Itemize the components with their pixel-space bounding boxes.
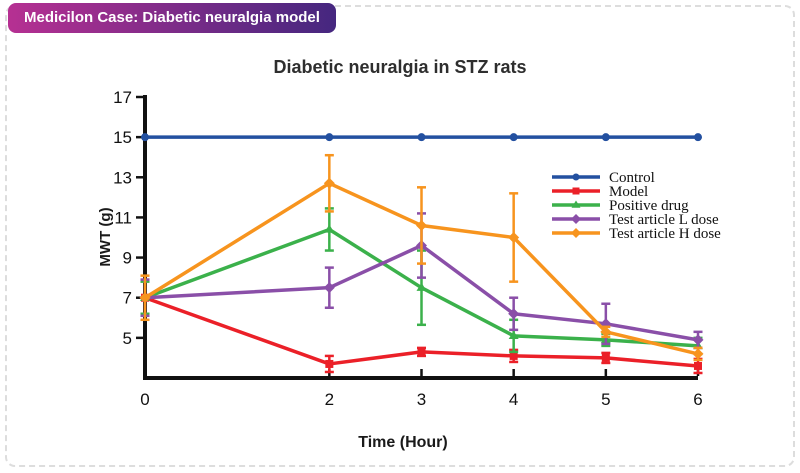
data-point — [323, 177, 335, 189]
data-point — [694, 361, 702, 370]
data-point — [325, 133, 334, 142]
data-point — [416, 219, 427, 231]
data-point — [417, 133, 426, 142]
data-point — [324, 224, 335, 233]
legend-label: Test article L dose — [609, 212, 719, 228]
y-tick-label: 9 — [123, 249, 132, 268]
legend-item-test-article-l-dose: Test article L dose — [552, 212, 719, 228]
x-tick-label: 0 — [140, 390, 149, 409]
data-point — [600, 326, 612, 338]
legend-item-model: Model — [552, 184, 648, 200]
data-point — [694, 133, 702, 142]
data-point — [601, 133, 610, 142]
axes: 5 7 9 11 13 15 17 0 2 3 4 5 6 — [113, 88, 703, 409]
x-tick-label: 2 — [325, 390, 334, 409]
data-point — [141, 133, 149, 142]
header-badge: Medicilon Case: Diabetic neuralgia model — [8, 3, 336, 33]
y-tick-label: 7 — [123, 289, 132, 308]
x-tick-label: 5 — [601, 390, 610, 409]
header-title: Medicilon Case: Diabetic neuralgia model — [24, 9, 320, 26]
x-axis-label: Time (Hour) — [358, 434, 447, 451]
data-point — [325, 359, 334, 368]
legend-item-control: Control — [552, 170, 655, 186]
data-point — [692, 348, 704, 360]
y-tick-label: 13 — [113, 168, 132, 187]
y-axis-label: MWT (g) — [97, 207, 114, 266]
x-tick-label: 6 — [693, 390, 702, 409]
legend-label: Positive drug — [609, 198, 689, 214]
y-tick-label: 17 — [113, 88, 132, 107]
data-point — [508, 308, 520, 320]
series-control — [141, 133, 702, 142]
legend-swatch-diamond-icon — [571, 228, 581, 238]
data-point — [509, 133, 518, 142]
series-line — [144, 243, 699, 342]
data-point — [692, 334, 704, 346]
content-card — [5, 5, 795, 467]
legend-label: Control — [609, 170, 655, 186]
y-tick-label: 5 — [123, 329, 132, 348]
legend-swatch-triangle-icon — [571, 200, 581, 208]
data-point — [508, 232, 520, 243]
y-tick-label: 11 — [114, 208, 132, 227]
data-point — [601, 353, 610, 362]
data-point — [323, 282, 335, 294]
data-point — [509, 351, 518, 360]
series-line — [144, 296, 699, 368]
legend-swatch-diamond-icon — [571, 214, 581, 224]
legend-label: Model — [609, 184, 648, 200]
legend-item-test-article-h-dose: Test article H dose — [552, 226, 721, 242]
legend-swatch-square-icon — [572, 187, 580, 195]
series-test-article-h-dose — [139, 153, 704, 362]
legend-item-positive-drug: Positive drug — [552, 198, 689, 214]
data-point — [139, 292, 151, 304]
series-line — [144, 181, 699, 356]
y-tick-label: 15 — [113, 128, 132, 147]
data-point — [508, 330, 519, 340]
data-point — [416, 282, 427, 291]
x-tick-label: 3 — [417, 390, 426, 409]
x-tick-label: 4 — [509, 390, 518, 409]
legend-label: Test article H dose — [609, 226, 721, 242]
legend-swatch-circle-icon — [572, 173, 580, 181]
chart-title: Diabetic neuralgia in STZ rats — [273, 57, 526, 77]
series-line — [144, 227, 699, 348]
data-point — [417, 347, 426, 356]
